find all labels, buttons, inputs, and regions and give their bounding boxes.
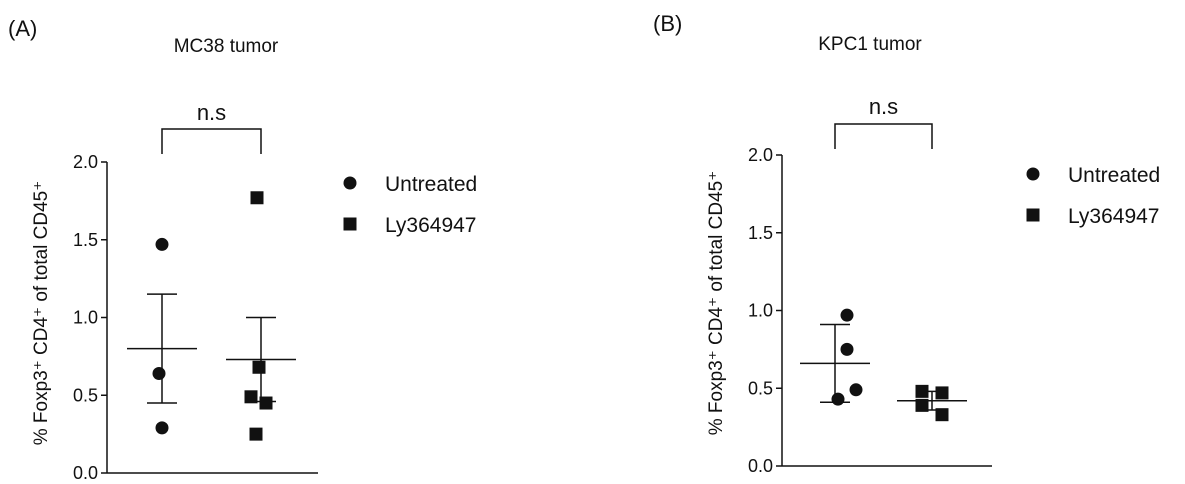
chart-panel-a: (A) MC38 tumor % Foxp3⁺ CD4⁺ of total CD45…: [8, 16, 477, 483]
data-point: [915, 398, 929, 412]
y-tick-label: 1.0: [748, 301, 773, 321]
chart-title: MC38 tumor: [174, 36, 279, 57]
data-point: [935, 386, 949, 400]
legend-label: Untreated: [385, 173, 477, 196]
data-point: [259, 396, 273, 410]
y-axis-label: % Foxp3⁺ CD4⁺ of total CD45⁺: [706, 171, 727, 436]
data-point: [840, 308, 854, 322]
data-point: [252, 360, 266, 374]
y-tick-label: 2.0: [73, 152, 98, 172]
legend-entry: Untreated: [343, 173, 477, 196]
panel-label: (B): [653, 11, 682, 36]
y-tick-label: 2.0: [748, 145, 773, 165]
y-tick-label: 0.0: [748, 456, 773, 476]
significance-label: n.s: [197, 100, 226, 125]
data-point: [155, 421, 169, 435]
series-ly364947: [226, 191, 296, 441]
legend-marker-square: [343, 217, 357, 231]
legend-entry: Ly364947: [1026, 205, 1159, 228]
y-tick-label: 0.5: [748, 378, 773, 398]
series-untreated: [800, 308, 870, 406]
y-tick-label: 1.5: [748, 223, 773, 243]
data-point: [831, 392, 845, 406]
series-untreated: [127, 237, 197, 435]
data-point: [152, 366, 166, 380]
y-tick-label: 0.5: [73, 385, 98, 405]
y-tick-label: 0.0: [73, 463, 98, 483]
series-ly364947: [897, 384, 967, 422]
legend-label: Ly364947: [385, 214, 476, 237]
data-point: [849, 383, 863, 397]
data-point: [249, 427, 263, 441]
y-tick-label: 1.5: [73, 230, 98, 250]
y-axis-label: % Foxp3⁺ CD4⁺ of total CD45⁺: [31, 181, 52, 446]
legend-label: Ly364947: [1068, 205, 1159, 228]
data-point: [935, 408, 949, 422]
data-point: [840, 342, 854, 356]
panel-label: (A): [8, 16, 37, 41]
data-point: [915, 384, 929, 398]
legend-marker-square: [1026, 208, 1040, 222]
significance-bracket: [161, 128, 262, 154]
chart-title: KPC1 tumor: [818, 34, 922, 55]
y-tick-label: 1.0: [73, 308, 98, 328]
data-point: [250, 191, 264, 205]
legend-entry: Untreated: [1026, 164, 1160, 187]
legend-entry: Ly364947: [343, 214, 476, 237]
legend-label: Untreated: [1068, 164, 1160, 187]
significance-label: n.s: [869, 94, 898, 119]
significance-bracket: [834, 123, 933, 149]
chart-panel-b: (B) KPC1 tumor % Foxp3⁺ CD4⁺ of total CD45…: [653, 11, 1160, 476]
data-point: [244, 390, 258, 404]
legend-marker-circle: [1026, 167, 1040, 181]
data-point: [155, 237, 169, 251]
legend-marker-circle: [343, 176, 357, 190]
